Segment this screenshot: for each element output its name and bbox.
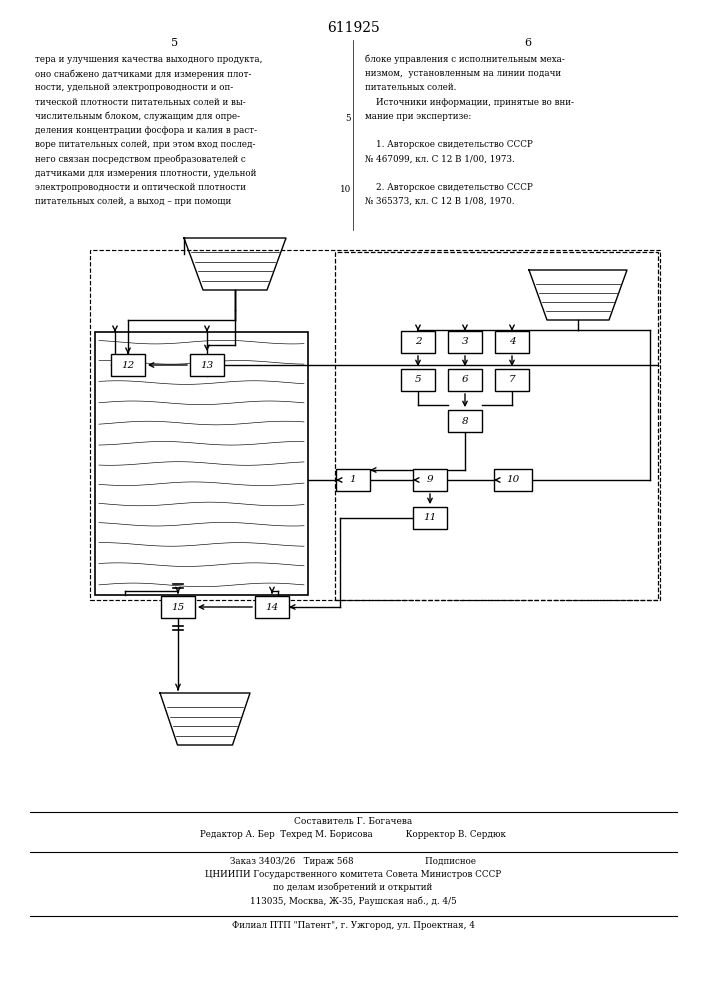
- Bar: [111, 354, 145, 376]
- Text: воре питательных солей, при этом вход послед-: воре питательных солей, при этом вход по…: [35, 140, 255, 149]
- Text: электропроводности и оптической плотности: электропроводности и оптической плотност…: [35, 183, 246, 192]
- Text: деления концентрации фосфора и калия в раст-: деления концентрации фосфора и калия в р…: [35, 126, 257, 135]
- Text: Редактор А. Бер  Техред М. Борисова            Корректор В. Сердюк: Редактор А. Бер Техред М. Борисова Корре…: [200, 830, 506, 839]
- Text: мание при экспертизе:: мание при экспертизе:: [365, 112, 472, 121]
- Text: 14: 14: [265, 602, 279, 611]
- Text: Заказ 3403/26   Тираж 568                          Подписное: Заказ 3403/26 Тираж 568 Подписное: [230, 857, 476, 866]
- Text: 12: 12: [122, 360, 134, 369]
- Text: 10: 10: [506, 476, 520, 485]
- Text: 2. Авторское свидетельство СССР: 2. Авторское свидетельство СССР: [365, 183, 533, 192]
- Text: 5: 5: [346, 114, 351, 123]
- Text: 10: 10: [340, 185, 351, 194]
- Bar: [190, 354, 224, 376]
- Bar: [413, 469, 447, 491]
- Text: 5: 5: [171, 38, 179, 48]
- Bar: [495, 369, 529, 391]
- Text: ности, удельной электропроводности и оп-: ности, удельной электропроводности и оп-: [35, 83, 233, 92]
- Text: 113035, Москва, Ж-35, Раушская наб., д. 4/5: 113035, Москва, Ж-35, Раушская наб., д. …: [250, 896, 456, 906]
- Text: 2: 2: [415, 338, 421, 347]
- Text: Источники информации, принятые во вни-: Источники информации, принятые во вни-: [365, 98, 574, 107]
- Text: Составитель Г. Богачева: Составитель Г. Богачева: [294, 817, 412, 826]
- Bar: [336, 469, 370, 491]
- Bar: [401, 369, 435, 391]
- Text: 4: 4: [509, 338, 515, 347]
- Text: № 467099, кл. С 12 В 1/00, 1973.: № 467099, кл. С 12 В 1/00, 1973.: [365, 154, 515, 163]
- Text: низмом,  установленным на линии подачи: низмом, установленным на линии подачи: [365, 69, 561, 78]
- Text: 611925: 611925: [327, 21, 380, 35]
- Bar: [335, 252, 658, 600]
- Text: блоке управления с исполнительным меха-: блоке управления с исполнительным меха-: [365, 55, 565, 64]
- Text: 3: 3: [462, 338, 468, 347]
- Bar: [448, 369, 482, 391]
- Text: 1: 1: [350, 476, 356, 485]
- Text: по делам изобретений и открытий: по делам изобретений и открытий: [274, 883, 433, 892]
- Text: 6: 6: [525, 38, 532, 48]
- Text: питательных солей.: питательных солей.: [365, 83, 457, 92]
- Text: 8: 8: [462, 416, 468, 426]
- Text: датчиками для измерения плотности, удельной: датчиками для измерения плотности, удель…: [35, 169, 257, 178]
- Bar: [494, 469, 532, 491]
- Text: № 365373, кл. С 12 В 1/08, 1970.: № 365373, кл. С 12 В 1/08, 1970.: [365, 197, 515, 206]
- Text: ЦНИИПИ Государственного комитета Совета Министров СССР: ЦНИИПИ Государственного комитета Совета …: [205, 870, 501, 879]
- Bar: [95, 332, 308, 595]
- Text: 11: 11: [423, 514, 437, 522]
- Text: 5: 5: [415, 375, 421, 384]
- Text: тической плотности питательных солей и вы-: тической плотности питательных солей и в…: [35, 98, 246, 107]
- Text: тера и улучшения качества выходного продукта,: тера и улучшения качества выходного прод…: [35, 55, 262, 64]
- Text: 13: 13: [200, 360, 214, 369]
- Text: 9: 9: [427, 476, 433, 485]
- Text: него связан посредством преобразователей с: него связан посредством преобразователей…: [35, 154, 246, 164]
- Text: 7: 7: [509, 375, 515, 384]
- Text: числительным блоком, служащим для опре-: числительным блоком, служащим для опре-: [35, 112, 240, 121]
- Bar: [401, 331, 435, 353]
- Bar: [161, 596, 195, 618]
- Bar: [495, 331, 529, 353]
- Text: оно снабжено датчиками для измерения плот-: оно снабжено датчиками для измерения пло…: [35, 69, 252, 79]
- Text: Филиал ПТП "Патент", г. Ужгород, ул. Проектная, 4: Филиал ПТП "Патент", г. Ужгород, ул. Про…: [231, 921, 474, 930]
- Bar: [413, 507, 447, 529]
- Text: 6: 6: [462, 375, 468, 384]
- Bar: [448, 410, 482, 432]
- Text: питательных солей, а выход – при помощи: питательных солей, а выход – при помощи: [35, 197, 231, 206]
- Bar: [448, 331, 482, 353]
- Text: 15: 15: [171, 602, 185, 611]
- Text: 1. Авторское свидетельство СССР: 1. Авторское свидетельство СССР: [365, 140, 533, 149]
- Bar: [255, 596, 289, 618]
- Bar: [90, 250, 660, 600]
